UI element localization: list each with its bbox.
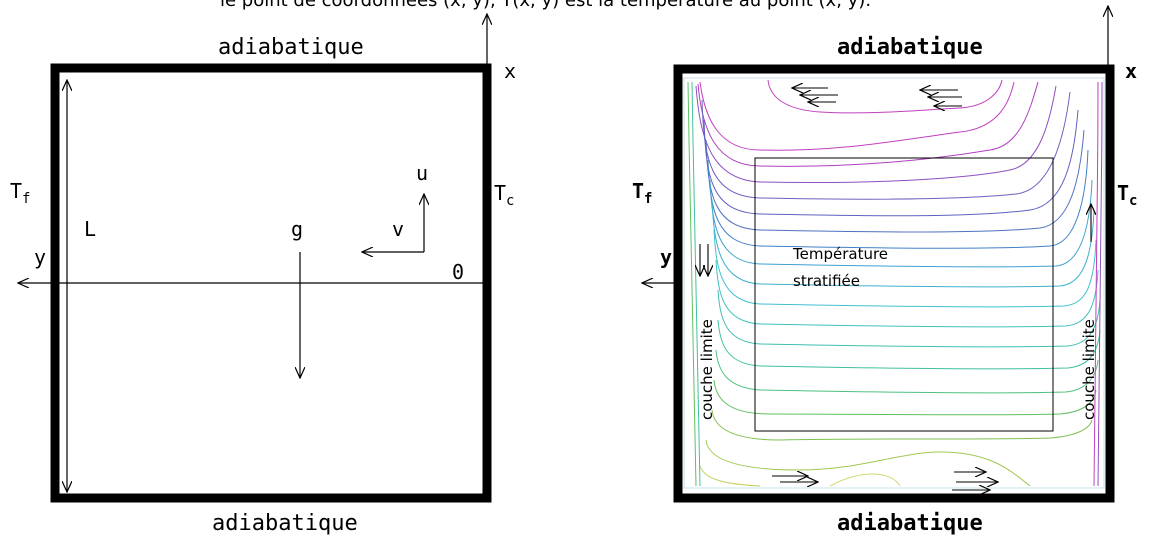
right-y-label: y	[660, 245, 672, 269]
right-boundary-layer-label: couche limite	[1080, 319, 1098, 420]
isotherm-line	[715, 259, 1099, 328]
top-flow-arrows	[792, 88, 962, 106]
isotherm-line	[707, 149, 1089, 249]
isotherm-line	[699, 81, 1015, 151]
header-text: le point de coordonnées (x, y), T(x, y) …	[220, 0, 871, 11]
left-panel: adiabatique adiabatique x y 0 Tf Tc L g …	[10, 14, 516, 536]
left-tf-label: Tf	[10, 179, 30, 207]
isotherm-line	[1097, 81, 1103, 487]
left-boundary-layer-label: couche limite	[698, 319, 716, 420]
length-label: L	[84, 217, 96, 241]
isotherm-line	[695, 85, 1057, 183]
isotherm-line	[709, 179, 1093, 268]
isotherm-line	[767, 79, 1003, 114]
right-inner-border	[683, 77, 1105, 489]
isotherm-line	[711, 199, 1095, 288]
right-tf-label: Tf	[632, 179, 652, 207]
bottom-flow-arrows	[772, 472, 998, 490]
isotherm-line	[717, 289, 1101, 348]
isotherm-line	[691, 81, 701, 487]
isotherm-line	[687, 81, 697, 487]
isotherm-line	[697, 81, 1039, 167]
core-label-line2: stratifiée	[793, 272, 860, 290]
isotherm-line	[1093, 81, 1099, 487]
left-tc-label: Tc	[494, 181, 514, 209]
isotherms	[687, 79, 1103, 487]
u-label: u	[416, 161, 428, 185]
isotherm-line	[829, 473, 901, 487]
isotherm-line	[705, 439, 1031, 487]
isotherm-line	[701, 91, 1071, 200]
gravity-label: g	[291, 217, 303, 241]
isotherm-line	[715, 349, 1099, 394]
left-y-label: y	[34, 245, 46, 269]
isotherm-line	[703, 109, 1079, 217]
isotherm-line	[705, 129, 1085, 233]
isotherm-line	[713, 229, 1097, 308]
core-region-box	[754, 157, 1054, 432]
right-top-label: adiabatique	[837, 35, 983, 60]
isotherm-line	[711, 409, 1093, 441]
core-label-line1: Température	[792, 245, 888, 263]
left-top-label: adiabatique	[218, 35, 364, 60]
right-x-label: x	[1125, 59, 1137, 83]
left-x-label: x	[504, 59, 516, 83]
v-label: v	[392, 217, 404, 241]
left-bottom-label: adiabatique	[212, 511, 358, 536]
right-panel: Température stratifiée couche limite cou…	[632, 6, 1137, 536]
right-enclosure	[673, 64, 1115, 503]
isotherm-line	[717, 319, 1101, 370]
isotherm-line	[713, 379, 1097, 416]
isotherm-line	[699, 465, 761, 487]
right-bottom-label: adiabatique	[837, 511, 983, 536]
left-origin-label: 0	[452, 260, 464, 284]
right-tc-label: Tc	[1117, 181, 1137, 209]
